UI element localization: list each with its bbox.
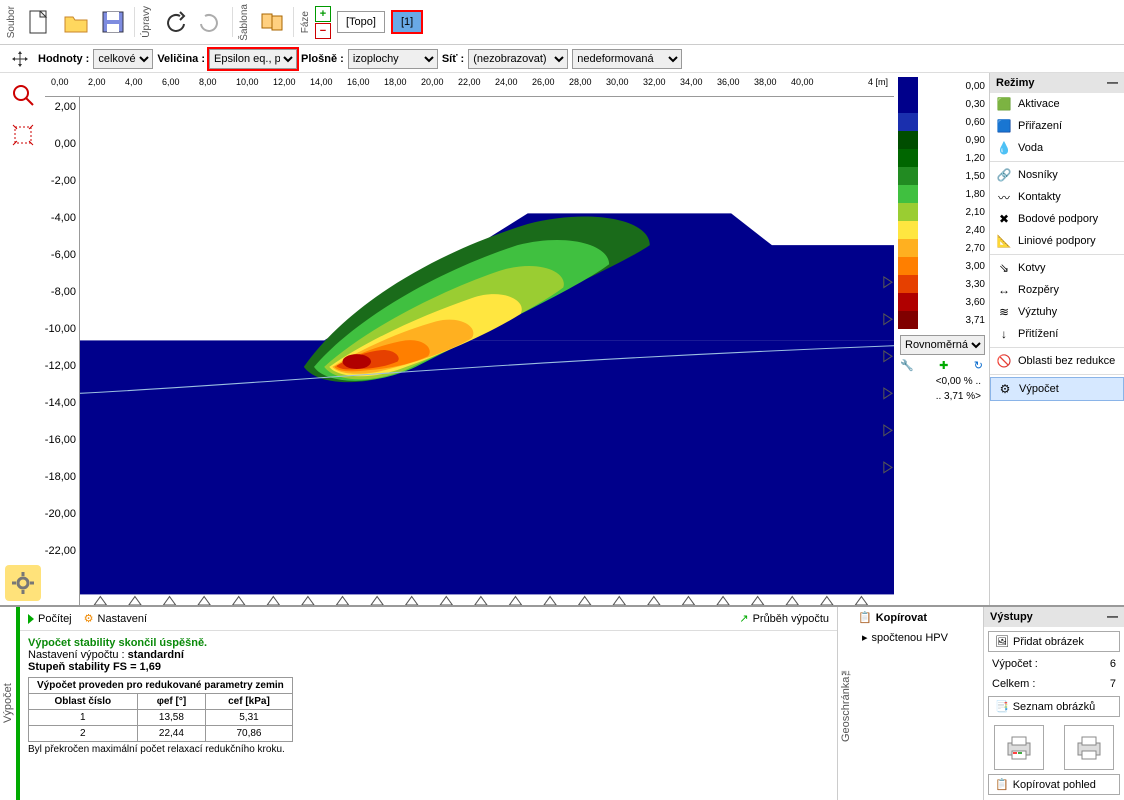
left-toolbar: [0, 73, 45, 605]
redo-button[interactable]: [193, 3, 228, 41]
undo-button[interactable]: [156, 3, 191, 41]
celkem-val: 7: [1110, 678, 1116, 690]
image-list-button[interactable]: 📑Seznam obrázků: [988, 696, 1120, 717]
soubor-label: Soubor: [4, 4, 19, 40]
canvas-area: 0,002,004,006,008,0010,0012,0014,0016,00…: [45, 73, 894, 605]
results-table: Výpočet proveden pro redukované parametr…: [28, 677, 293, 742]
mode-přiřazení[interactable]: 🟦Přiřazení: [990, 115, 1124, 137]
upravy-label: Úpravy: [139, 4, 154, 40]
deform-select[interactable]: nedeformovaná: [572, 49, 682, 69]
plus-scale-icon[interactable]: ✚: [939, 359, 948, 372]
phase-topo-tab[interactable]: [Topo]: [337, 11, 385, 33]
bottom-panel: Výpočet Počítej ⚙Nastavení ↗Průběh výpoč…: [0, 605, 1124, 800]
save-button[interactable]: [95, 3, 130, 41]
copy-icon: 📋: [858, 611, 872, 624]
sablona-label: Šablona: [237, 2, 252, 43]
outputs-panel: Výstupy — 🖼Přidat obrázek Výpočet : 6 Celk…: [984, 607, 1124, 800]
geoschrauka-label: Geoschránka™: [838, 607, 854, 800]
setting-label: Nastavení výpočtu :: [28, 649, 125, 661]
print-bw-button[interactable]: [1064, 725, 1114, 770]
plosne-select[interactable]: izoplochy: [348, 49, 438, 69]
scale-high: .. 3,71 %>: [898, 389, 985, 404]
main-toolbar: Soubor Úpravy Šablona Fáze + − [Topo] [1…: [0, 0, 1124, 45]
legend-column: 0,000,300,600,901,201,501,802,102,402,70…: [894, 73, 989, 605]
minimize-icon[interactable]: —: [1107, 77, 1118, 89]
mode-nosníky[interactable]: 🔗Nosníky: [990, 164, 1124, 186]
filter-bar: Hodnoty : celkové Veličina : Epsilon eq.…: [0, 45, 1124, 73]
copy-view-button[interactable]: 📋Kopírovat pohled: [988, 774, 1120, 795]
outputs-title: Výstupy: [990, 611, 1033, 623]
results-settings-button[interactable]: ⚙Nastavení: [84, 612, 147, 625]
phase-1-tab[interactable]: [1]: [391, 10, 423, 34]
new-file-button[interactable]: [21, 3, 56, 41]
mode-rozpěry[interactable]: ↔Rozpěry: [990, 279, 1124, 301]
sit-select[interactable]: (nezobrazovat): [468, 49, 568, 69]
modes-panel: Režimy — 🟩Aktivace🟦Přiřazení💧Voda 🔗Nosník…: [989, 73, 1124, 605]
copy-panel: 📋 Kopírovat ▸spočtenou HPV: [854, 607, 984, 800]
ruler-vertical: 2,000,00-2,00-4,00-6,00-8,00-10,00-12,00…: [45, 97, 80, 605]
wrench-icon[interactable]: 🔧: [900, 359, 914, 372]
fit-icon[interactable]: [5, 117, 41, 153]
hodnoty-label: Hodnoty :: [38, 53, 89, 65]
add-image-button[interactable]: 🖼Přidat obrázek: [988, 631, 1120, 652]
scale-low: <0,00 % ..: [898, 374, 985, 389]
faze-label: Fáze: [298, 9, 313, 35]
progress-button[interactable]: ↗Průběh výpočtu: [739, 612, 829, 625]
mode-oblasti bez redukce[interactable]: 🚫Oblasti bez redukce: [990, 350, 1124, 372]
mode-kotvy[interactable]: ⇘Kotvy: [990, 257, 1124, 279]
print-color-button[interactable]: [994, 725, 1044, 770]
mode-bodové podpory[interactable]: ✖Bodové podpory: [990, 208, 1124, 230]
modes-title: Režimy: [996, 77, 1035, 89]
table-title: Výpočet proveden pro redukované parametr…: [29, 678, 293, 694]
zoom-icon[interactable]: [5, 77, 41, 113]
scale-type-select[interactable]: Rovnoměrná: [900, 335, 985, 355]
copy-hpv-button[interactable]: ▸spočtenou HPV: [858, 628, 979, 647]
pan-icon[interactable]: [6, 45, 34, 73]
contour-plot[interactable]: [80, 97, 894, 605]
refresh-icon[interactable]: ↻: [974, 359, 983, 372]
celkem-lbl: Celkem :: [992, 678, 1035, 690]
sit-label: Síť :: [442, 53, 464, 65]
fs-label: Stupeň stability FS = 1,69: [28, 661, 161, 673]
open-file-button[interactable]: [58, 3, 93, 41]
mode-výztuhy[interactable]: ≋Výztuhy: [990, 301, 1124, 323]
mode-list: 🟩Aktivace🟦Přiřazení💧Voda 🔗Nosníky〰Kontakt…: [990, 93, 1124, 605]
mode-přitížení[interactable]: ↓Přitížení: [990, 323, 1124, 345]
template-button[interactable]: [254, 3, 289, 41]
settings-gear-icon[interactable]: [5, 565, 41, 601]
main-area: 0,002,004,006,008,0010,0012,0014,0016,00…: [0, 73, 1124, 605]
minimize-icon[interactable]: —: [1107, 611, 1118, 623]
result-note: Byl překročen maximální počet relaxací r…: [28, 744, 829, 755]
vypocet-lbl: Výpočet :: [992, 658, 1038, 670]
vypocet-val: 6: [1110, 658, 1116, 670]
vypocet-side-label: Výpočet: [0, 607, 16, 800]
result-success: Výpočet stability skončil úspěšně.: [28, 637, 829, 649]
remove-phase-button[interactable]: −: [315, 23, 331, 39]
results-panel: Počítej ⚙Nastavení ↗Průběh výpočtu Výpoč…: [20, 607, 838, 800]
compute-button[interactable]: Počítej: [28, 613, 72, 625]
mode-aktivace[interactable]: 🟩Aktivace: [990, 93, 1124, 115]
copy-title: Kopírovat: [876, 612, 927, 624]
velicina-label: Veličina :: [157, 53, 205, 65]
mode-výpočet[interactable]: ⚙Výpočet: [990, 377, 1124, 401]
hodnoty-select[interactable]: celkové: [93, 49, 153, 69]
velicina-select[interactable]: Epsilon eq., pl.: [209, 49, 297, 69]
mode-kontakty[interactable]: 〰Kontakty: [990, 186, 1124, 208]
mode-voda[interactable]: 💧Voda: [990, 137, 1124, 159]
add-phase-button[interactable]: +: [315, 6, 331, 22]
plosne-label: Plošně :: [301, 53, 344, 65]
mode-liniové podpory[interactable]: 📐Liniové podpory: [990, 230, 1124, 252]
ruler-horizontal: 0,002,004,006,008,0010,0012,0014,0016,00…: [45, 73, 894, 97]
setting-val: standardní: [128, 649, 184, 661]
